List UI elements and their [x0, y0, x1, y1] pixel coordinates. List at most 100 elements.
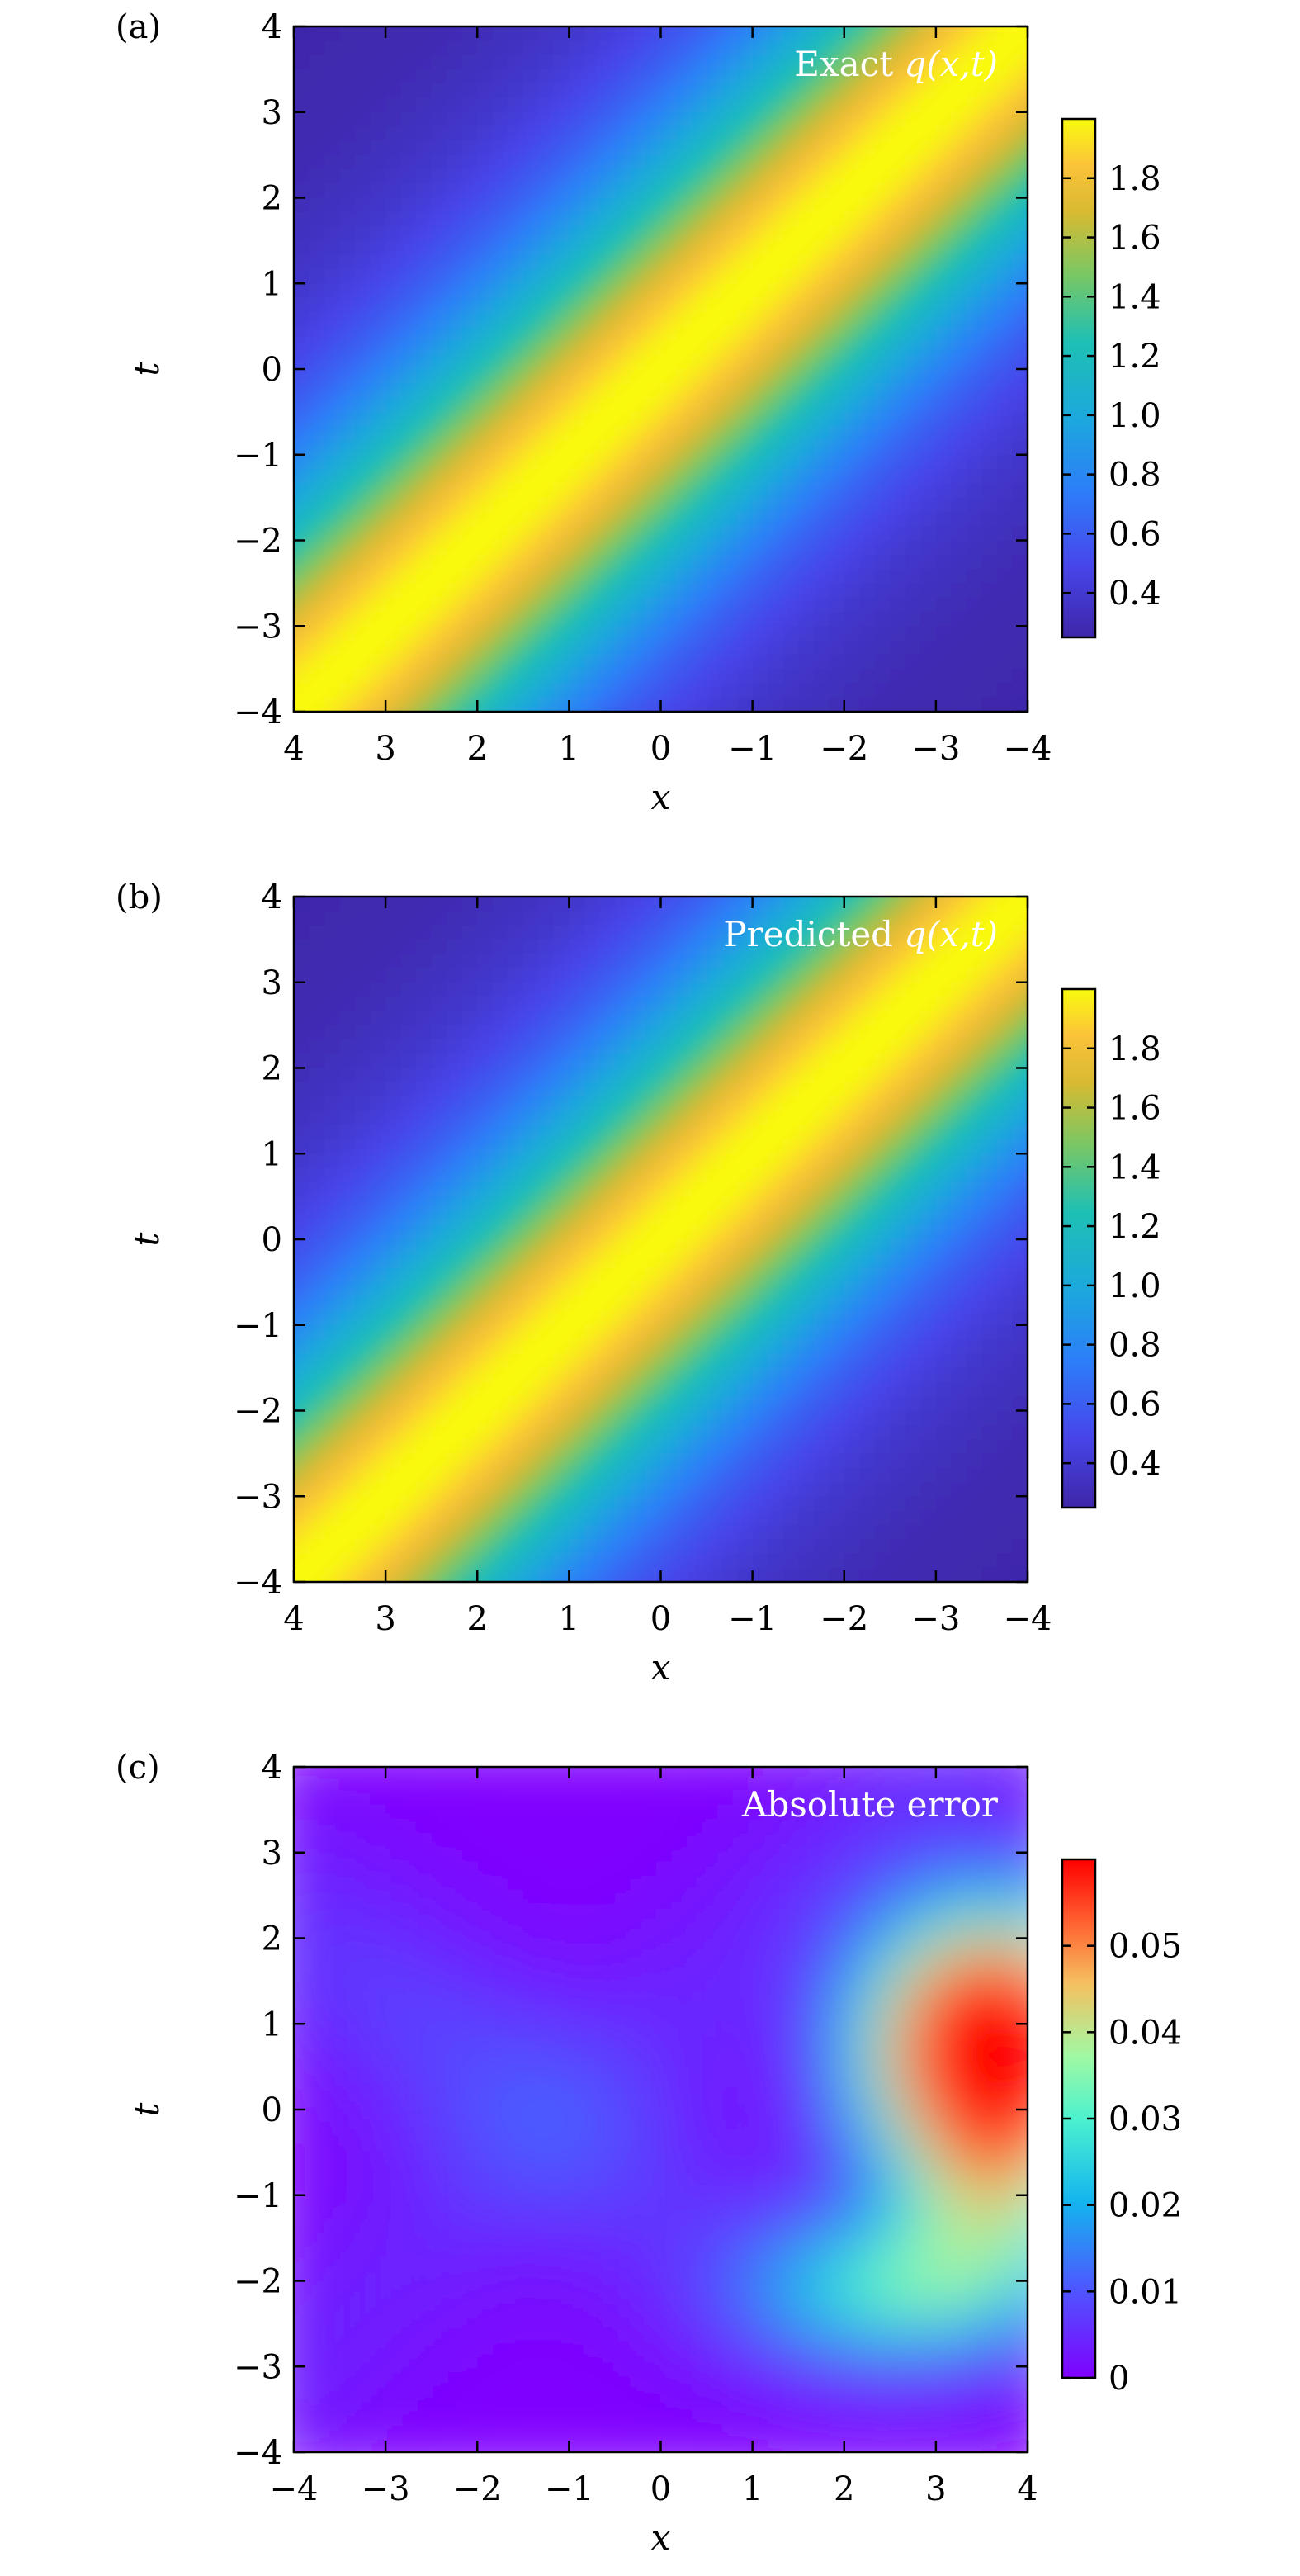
heatmap-cell	[707, 340, 723, 356]
heatmap-cell	[660, 97, 677, 113]
heatmap-cell	[981, 397, 998, 413]
heatmap-cell	[263, 326, 279, 341]
heatmap-cell	[309, 1011, 325, 1026]
heatmap-cell	[1012, 140, 1028, 156]
heatmap-cell	[660, 1181, 677, 1197]
heatmap-cell	[676, 1567, 693, 1582]
heatmap-cell	[967, 726, 982, 741]
heatmap-cell	[813, 69, 830, 84]
heatmap-cell	[782, 383, 799, 399]
heatmap-cell	[645, 69, 662, 84]
heatmap-cell	[508, 1524, 524, 1540]
heatmap-cell	[829, 1467, 845, 1483]
heatmap-cell	[522, 968, 540, 983]
heatmap-cell	[400, 1453, 417, 1469]
heatmap-cell	[890, 1396, 906, 1412]
heatmap-cell	[309, 126, 325, 142]
heatmap-cell	[691, 1567, 707, 1582]
heatmap-cell	[737, 526, 754, 542]
heatmap-cell	[752, 397, 768, 413]
heatmap-cell	[477, 369, 494, 385]
heatmap-cell	[400, 569, 417, 585]
heatmap-cell	[538, 1396, 555, 1412]
heatmap-cell	[782, 254, 799, 270]
heatmap-cell	[508, 1553, 524, 1569]
heatmap-cell	[569, 1039, 585, 1055]
heatmap-cell	[814, 883, 830, 897]
heatmap-cell	[981, 111, 998, 127]
heatmap-cell	[768, 1524, 784, 1540]
heatmap-cell	[645, 897, 662, 912]
heatmap-cell	[553, 1439, 570, 1455]
heatmap-cell	[477, 1068, 494, 1083]
heatmap-cell	[935, 326, 953, 342]
heatmap-cell	[309, 697, 325, 712]
heatmap-cell	[538, 183, 555, 199]
heatmap-cell	[798, 1296, 815, 1312]
heatmap-cell	[890, 669, 906, 684]
heatmap-cell	[721, 697, 738, 712]
heatmap-cell	[309, 1125, 325, 1140]
heatmap-cell	[874, 1467, 891, 1483]
heatmap-cell	[813, 1224, 830, 1240]
heatmap-cell	[553, 954, 570, 969]
heatmap-cell	[721, 168, 738, 185]
heatmap-cell	[461, 1239, 479, 1255]
heatmap-cell	[431, 168, 448, 185]
heatmap-cell	[400, 554, 417, 570]
heatmap-cell	[294, 597, 310, 613]
heatmap-cell	[400, 1039, 417, 1055]
heatmap-cell	[385, 1296, 402, 1312]
heatmap-cell	[874, 1453, 891, 1469]
heatmap-cell	[782, 1481, 799, 1498]
heatmap-cell	[707, 1567, 723, 1582]
heatmap-cell	[737, 640, 754, 656]
heatmap-cell	[294, 526, 310, 542]
heatmap-cell	[461, 1096, 479, 1112]
heatmap-cell	[768, 440, 784, 456]
heatmap-cell	[721, 1210, 738, 1226]
heatmap-cell	[522, 383, 540, 399]
heatmap-cell	[569, 883, 584, 897]
heatmap-cell	[645, 1253, 662, 1269]
heatmap-cell	[324, 311, 341, 327]
heatmap-cell	[508, 1510, 524, 1526]
heatmap-cell	[339, 1054, 356, 1069]
heatmap-cell	[614, 1310, 631, 1326]
heatmap-cell	[676, 83, 693, 99]
heatmap-cell	[859, 197, 876, 213]
heatmap-cell	[614, 283, 631, 299]
heatmap-cell	[630, 1267, 646, 1283]
heatmap-cell	[813, 1310, 830, 1326]
heatmap-cell	[768, 554, 784, 570]
heatmap-cell	[752, 1310, 768, 1326]
heatmap-cell	[798, 982, 815, 997]
heatmap-cell	[768, 1424, 784, 1440]
heatmap-cell	[676, 968, 693, 983]
heatmap-cell	[492, 140, 509, 156]
heatmap-cell	[645, 1496, 662, 1512]
heatmap-cell	[385, 1153, 402, 1169]
heatmap-cell	[814, 712, 830, 727]
heatmap-cell	[309, 497, 325, 513]
heatmap-cell	[951, 197, 967, 213]
x-tick-label: −1	[728, 730, 777, 768]
heatmap-cell	[324, 1153, 341, 1169]
heatmap-cell	[630, 1082, 646, 1097]
heatmap-cell	[645, 997, 662, 1012]
heatmap-cell	[798, 1539, 815, 1555]
heatmap-cell	[630, 1339, 646, 1355]
heatmap-cell	[553, 611, 570, 627]
heatmap-cell	[676, 1453, 693, 1469]
heatmap-cell	[508, 1310, 524, 1326]
heatmap-cell	[1028, 555, 1043, 570]
heatmap-cell	[798, 1281, 815, 1297]
heatmap-cell	[676, 426, 693, 442]
heatmap-cell	[614, 454, 631, 470]
heatmap-cell	[569, 526, 585, 542]
heatmap-cell	[890, 1339, 906, 1355]
heatmap-cell	[339, 640, 356, 656]
heatmap-cell	[324, 925, 341, 940]
heatmap-cell	[339, 154, 356, 170]
heatmap-cell	[859, 511, 876, 528]
